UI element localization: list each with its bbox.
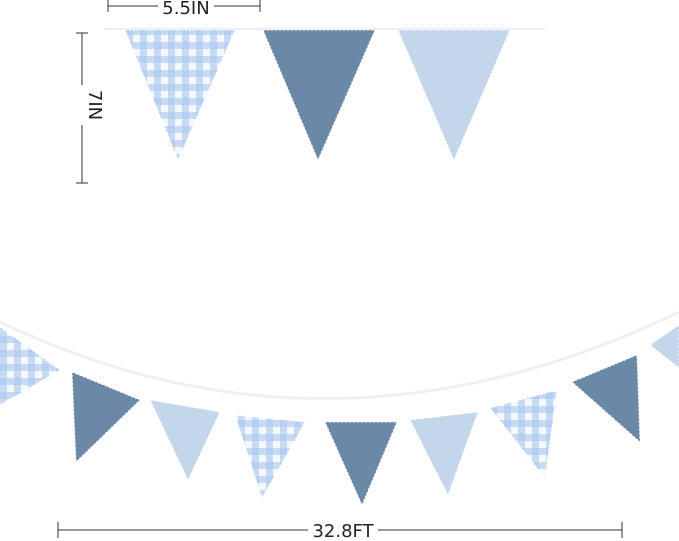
width-dimension: 5.5IN bbox=[107, 0, 261, 19]
sample-flags bbox=[105, 28, 545, 162]
flag-gingham bbox=[124, 29, 236, 162]
flag-light bbox=[149, 399, 221, 482]
flag-gingham bbox=[234, 414, 306, 500]
width-label: 5.5IN bbox=[162, 0, 209, 19]
flag-dark bbox=[571, 354, 641, 444]
flag-dark bbox=[71, 371, 141, 464]
length-label: 32.8FT bbox=[312, 521, 374, 541]
flag-gingham bbox=[0, 326, 61, 406]
label-bg bbox=[72, 85, 92, 125]
flag-dark bbox=[262, 29, 376, 162]
string bbox=[0, 310, 679, 401]
length-dimension: 32.8FT bbox=[57, 520, 623, 541]
flag-dark bbox=[324, 421, 398, 507]
height-dimension: 7IN bbox=[72, 32, 105, 184]
label-bg bbox=[308, 520, 378, 540]
bunting-garland bbox=[0, 310, 679, 507]
height-label: 7IN bbox=[84, 90, 105, 120]
flag-light bbox=[649, 324, 679, 369]
flag-light bbox=[409, 411, 479, 497]
label-bg bbox=[158, 0, 214, 16]
flag-light bbox=[397, 29, 511, 162]
flag-gingham bbox=[489, 389, 558, 480]
